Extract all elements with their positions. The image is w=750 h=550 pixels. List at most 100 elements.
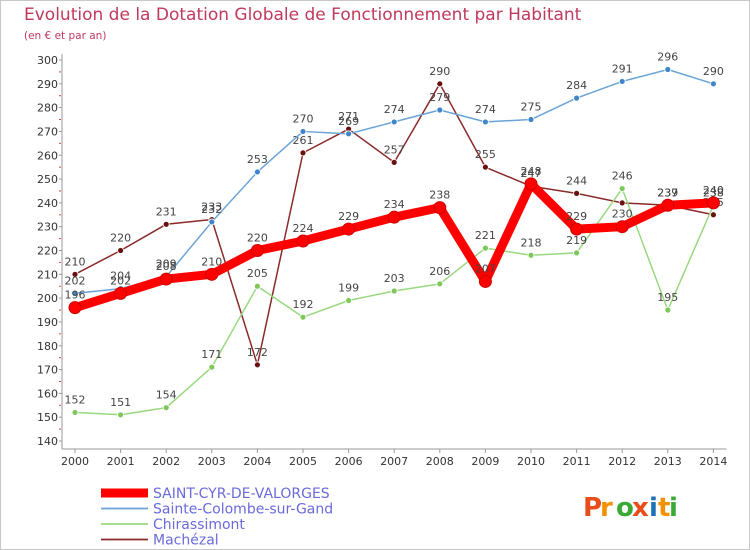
data-label-chirassimont: 203 — [384, 272, 405, 285]
data-point-chirassimont — [664, 306, 672, 314]
proxiti-logo: Pr ox i ti — [583, 493, 678, 523]
data-point-machezal — [117, 247, 124, 254]
y-tick-label: 250 — [37, 173, 58, 186]
data-label-sainte-colombe-sur-gand: 284 — [566, 79, 587, 92]
legend-label-sainte-colombe-sur-gand: Sainte-Colombe-sur-Gand — [153, 502, 333, 518]
y-tick-label: 220 — [37, 245, 58, 258]
y-tick-label: 270 — [37, 125, 58, 138]
data-point-machezal — [390, 158, 398, 166]
data-point-chirassimont — [527, 251, 535, 259]
x-tick-label: 2008 — [426, 455, 454, 468]
data-point-machezal — [436, 80, 444, 88]
data-label-machezal: 231 — [156, 205, 177, 218]
data-label-saint-cyr-de-valorges: 240 — [703, 184, 724, 197]
data-label-sainte-colombe-sur-gand: 202 — [65, 274, 86, 287]
data-label-chirassimont: 238 — [703, 186, 724, 199]
x-tick-label: 2006 — [335, 455, 363, 468]
data-label-saint-cyr-de-valorges: 202 — [110, 274, 131, 287]
x-tick-label: 2011 — [563, 455, 591, 468]
data-label-chirassimont: 195 — [657, 291, 678, 304]
data-point-saint-cyr-de-valorges — [570, 222, 584, 236]
data-label-chirassimont: 206 — [429, 265, 450, 278]
data-point-saint-cyr-de-valorges — [114, 286, 128, 300]
data-label-sainte-colombe-sur-gand: 279 — [429, 91, 450, 104]
logo-letter: i — [669, 493, 678, 523]
logo-letter: t — [658, 493, 670, 523]
data-label-machezal: 257 — [384, 143, 405, 156]
data-point-chirassimont — [390, 287, 398, 295]
x-tick-label: 2000 — [61, 455, 89, 468]
data-label-chirassimont: 154 — [156, 389, 177, 402]
data-label-sainte-colombe-sur-gand: 232 — [201, 203, 222, 216]
data-label-saint-cyr-de-valorges: 207 — [475, 262, 496, 275]
data-point-machezal — [573, 189, 580, 197]
data-label-sainte-colombe-sur-gand: 204 — [110, 270, 131, 283]
data-point-saint-cyr-de-valorges — [250, 244, 264, 257]
x-tick-label: 2007 — [380, 455, 408, 468]
data-point-chirassimont — [208, 363, 216, 371]
data-label-saint-cyr-de-valorges: 220 — [247, 232, 268, 245]
data-point-chirassimont — [117, 411, 124, 419]
data-point-sainte-colombe-sur-gand — [664, 66, 672, 73]
data-label-machezal: 255 — [475, 148, 496, 161]
data-label-machezal: 247 — [521, 167, 542, 180]
data-point-saint-cyr-de-valorges — [478, 274, 492, 288]
plot-area: 140 150 160 170 180 190 200 210 220 230 240 250 260 2… — [37, 51, 727, 468]
data-point-saint-cyr-de-valorges — [615, 220, 629, 234]
data-point-machezal — [618, 199, 626, 207]
data-point-sainte-colombe-sur-gand — [390, 118, 398, 126]
data-label-chirassimont: 205 — [247, 267, 268, 280]
y-tick-label: 140 — [37, 435, 58, 448]
y-tick-label: 190 — [37, 316, 58, 329]
data-point-machezal — [481, 163, 489, 171]
y-tick-label: 180 — [37, 340, 58, 353]
data-label-machezal: 244 — [566, 174, 587, 187]
y-tick-label: 170 — [37, 364, 58, 377]
data-label-saint-cyr-de-valorges: 229 — [566, 210, 587, 223]
data-label-machezal: 220 — [110, 232, 131, 245]
data-label-sainte-colombe-sur-gand: 209 — [156, 258, 177, 271]
data-label-saint-cyr-de-valorges: 196 — [65, 289, 86, 302]
data-point-saint-cyr-de-valorges — [68, 301, 82, 315]
legend-label-chirassimont: Chirassimont — [153, 517, 245, 533]
data-label-chirassimont: 246 — [612, 170, 633, 183]
data-label-machezal: 233 — [201, 201, 222, 214]
logo-letter: P — [583, 493, 602, 523]
data-point-machezal — [162, 220, 170, 228]
data-point-saint-cyr-de-valorges — [433, 201, 447, 215]
data-point-sainte-colombe-sur-gand — [253, 168, 261, 176]
data-point-machezal — [299, 149, 307, 157]
chart-title: Evolution de la Dotation Globale de Fonc… — [24, 5, 582, 25]
data-point-sainte-colombe-sur-gand — [710, 80, 717, 88]
data-label-saint-cyr-de-valorges: 224 — [293, 222, 314, 235]
data-point-machezal — [710, 211, 717, 219]
data-point-chirassimont — [299, 313, 307, 321]
data-label-sainte-colombe-sur-gand: 270 — [293, 112, 314, 125]
data-label-saint-cyr-de-valorges: 239 — [657, 186, 678, 199]
data-point-chirassimont — [618, 185, 626, 192]
data-point-chirassimont — [71, 409, 79, 416]
data-label-machezal: 172 — [247, 346, 268, 359]
legend-label-saint-cyr-de-valorges: SAINT-CYR-DE-VALORGES — [153, 486, 330, 502]
legend-label-machezal: Machézal — [153, 533, 219, 549]
data-label-saint-cyr-de-valorges: 234 — [384, 198, 405, 211]
data-point-sainte-colombe-sur-gand — [527, 116, 535, 123]
x-tick-label: 2005 — [289, 455, 317, 468]
data-point-saint-cyr-de-valorges — [524, 177, 538, 191]
y-tick-label: 200 — [37, 292, 58, 305]
y-tick-label: 230 — [37, 221, 58, 234]
data-label-chirassimont: 171 — [201, 348, 222, 361]
data-label-chirassimont: 221 — [475, 229, 496, 242]
data-label-machezal: 290 — [429, 65, 450, 78]
data-label-sainte-colombe-sur-gand: 290 — [703, 65, 724, 78]
data-label-sainte-colombe-sur-gand: 253 — [247, 153, 268, 166]
x-tick-label: 2009 — [471, 455, 499, 468]
y-tick-label: 280 — [37, 102, 58, 115]
data-point-saint-cyr-de-valorges — [387, 210, 401, 224]
data-label-saint-cyr-de-valorges: 230 — [612, 208, 633, 221]
y-tick-label: 210 — [37, 268, 58, 281]
data-label-saint-cyr-de-valorges: 248 — [521, 165, 542, 178]
x-tick-label: 2014 — [699, 455, 727, 468]
data-label-saint-cyr-de-valorges: 208 — [156, 260, 177, 273]
